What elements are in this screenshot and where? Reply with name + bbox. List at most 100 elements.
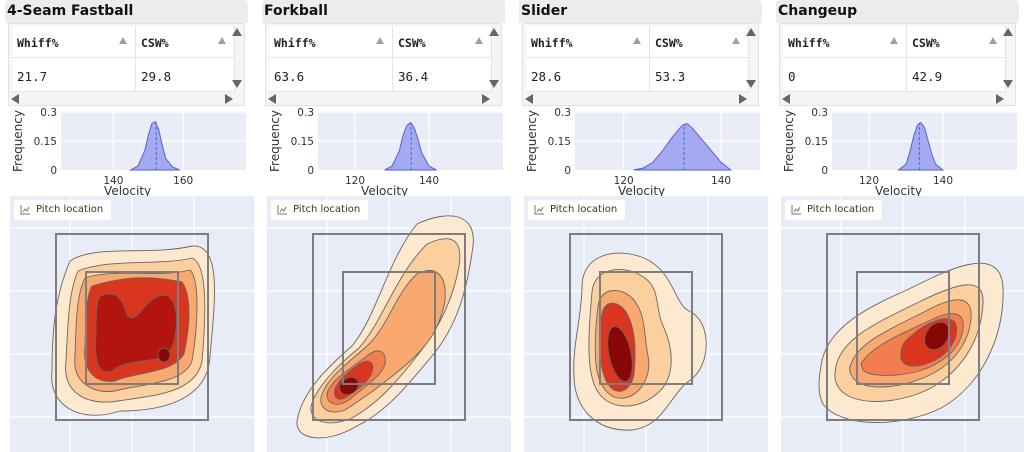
heatmap-svg [10, 196, 254, 452]
column-header-csw[interactable]: CSW% [136, 26, 235, 58]
sort-arrow-icon[interactable] [376, 37, 384, 44]
density-svg: 0.3 0.15 0 120 140 Velocity Frequency [525, 107, 760, 198]
x-tick-label: 120 [614, 175, 634, 187]
stats-table: Whiff% CSW% 21.7 29.8 [8, 23, 245, 106]
x-axis-title: Velocity [875, 184, 922, 196]
stats-table: Whiff% CSW% 0 42.9 [779, 23, 1016, 106]
y-axis-title: Frequency [11, 110, 25, 172]
column-header-csw[interactable]: CSW% [650, 26, 749, 58]
scroll-down-icon[interactable] [489, 80, 499, 88]
chart-icon [791, 205, 801, 215]
sort-arrow-icon[interactable] [890, 37, 898, 44]
column-header-csw[interactable]: CSW% [393, 26, 492, 58]
pitch-panel-changeup: Changeup Whiff% CSW% 0 42.9 0.3 0.15 0 120 1… [776, 0, 1024, 452]
y-tick-label: 0.15 [805, 136, 828, 148]
csw-value: 36.4 [393, 58, 492, 92]
column-header-whiff[interactable]: Whiff% [269, 26, 393, 58]
x-axis-title: Velocity [104, 184, 151, 196]
chart-icon [20, 205, 30, 215]
density-contours [573, 252, 707, 431]
sort-arrow-icon[interactable] [989, 37, 997, 44]
density-contours [296, 215, 474, 439]
x-tick-label: 120 [859, 175, 879, 187]
y-tick-label: 0 [821, 165, 828, 177]
scroll-left-icon[interactable] [11, 94, 19, 104]
density-svg: 0.3 0.15 0 140 160 Velocity Frequency [11, 107, 246, 198]
scroll-up-icon[interactable] [232, 28, 242, 36]
strike-zone [856, 271, 950, 385]
sort-arrow-icon[interactable] [475, 37, 483, 44]
whiff-value: 0 [783, 58, 907, 92]
sort-arrow-icon[interactable] [732, 37, 740, 44]
pitch-location-heatmap: Pitch location [781, 196, 1024, 452]
velocity-density-chart: 0.3 0.15 0 120 140 Velocity Frequency [782, 107, 1019, 198]
y-tick-label: 0.3 [554, 108, 571, 119]
y-tick-label: 0.15 [548, 136, 571, 148]
csw-value: 29.8 [136, 58, 235, 92]
y-tick-label: 0 [564, 165, 571, 177]
column-header-csw[interactable]: CSW% [907, 26, 1006, 58]
density-area [633, 123, 733, 171]
csw-value: 42.9 [907, 58, 1006, 92]
outer-zone [312, 233, 466, 421]
pitch-name: Changeup [776, 0, 1019, 23]
heatmap-svg [267, 196, 511, 452]
pitch-location-heatmap: Pitch location [267, 196, 511, 452]
column-header-whiff[interactable]: Whiff% [783, 26, 907, 58]
y-tick-label: 0 [307, 165, 314, 177]
density-area [128, 120, 180, 171]
x-tick-label: 120 [345, 175, 365, 187]
whiff-value: 21.7 [12, 58, 136, 92]
pitch-location-button[interactable]: Pitch location [271, 200, 369, 220]
density-contours [818, 262, 1004, 423]
velocity-density-chart: 0.3 0.15 0 120 140 Velocity Frequency [268, 107, 505, 198]
scroll-left-icon[interactable] [782, 94, 790, 104]
sort-arrow-icon[interactable] [633, 37, 641, 44]
y-axis-title: Frequency [782, 110, 796, 172]
stats-table: Whiff% CSW% 63.6 36.4 [265, 23, 502, 106]
sort-arrow-icon[interactable] [119, 37, 127, 44]
scroll-down-icon[interactable] [1003, 80, 1013, 88]
scroll-up-icon[interactable] [746, 28, 756, 36]
whiff-value: 63.6 [269, 58, 393, 92]
column-header-whiff[interactable]: Whiff% [526, 26, 650, 58]
scroll-right-icon[interactable] [996, 94, 1004, 104]
x-tick-label: 140 [103, 175, 123, 187]
x-tick-label: 140 [933, 175, 953, 187]
y-tick-label: 0.3 [811, 108, 828, 119]
scroll-left-icon[interactable] [268, 94, 276, 104]
x-tick-label: 160 [173, 175, 193, 187]
x-axis-title: Velocity [618, 184, 665, 196]
column-header-whiff[interactable]: Whiff% [12, 26, 136, 58]
outer-zone [826, 233, 980, 421]
x-tick-label: 140 [419, 175, 439, 187]
chart-icon [277, 205, 287, 215]
scroll-right-icon[interactable] [225, 94, 233, 104]
scroll-down-icon[interactable] [746, 80, 756, 88]
y-tick-label: 0.3 [40, 108, 57, 119]
velocity-density-chart: 0.3 0.15 0 140 160 Velocity Frequency [11, 107, 248, 198]
sort-arrow-icon[interactable] [218, 37, 226, 44]
scroll-left-icon[interactable] [525, 94, 533, 104]
y-axis-title: Frequency [525, 110, 539, 172]
strike-zone [599, 271, 693, 385]
pitch-location-button[interactable]: Pitch location [785, 200, 883, 220]
heatmap-svg [524, 196, 768, 452]
density-contours [51, 245, 215, 416]
scroll-up-icon[interactable] [489, 28, 499, 36]
density-svg: 0.3 0.15 0 120 140 Velocity Frequency [268, 107, 503, 198]
scroll-down-icon[interactable] [232, 80, 242, 88]
heatmap-svg [781, 196, 1024, 452]
density-svg: 0.3 0.15 0 120 140 Velocity Frequency [782, 107, 1017, 198]
pitch-location-button[interactable]: Pitch location [528, 200, 626, 220]
pitch-name: Slider [519, 0, 762, 23]
velocity-density-chart: 0.3 0.15 0 120 140 Velocity Frequency [525, 107, 762, 198]
scroll-up-icon[interactable] [1003, 28, 1013, 36]
outer-zone [55, 233, 209, 421]
scroll-right-icon[interactable] [482, 94, 490, 104]
scroll-right-icon[interactable] [739, 94, 747, 104]
y-tick-label: 0 [50, 165, 57, 177]
pitch-location-button[interactable]: Pitch location [14, 200, 112, 220]
strike-zone [85, 271, 179, 385]
strike-zone [342, 271, 436, 385]
